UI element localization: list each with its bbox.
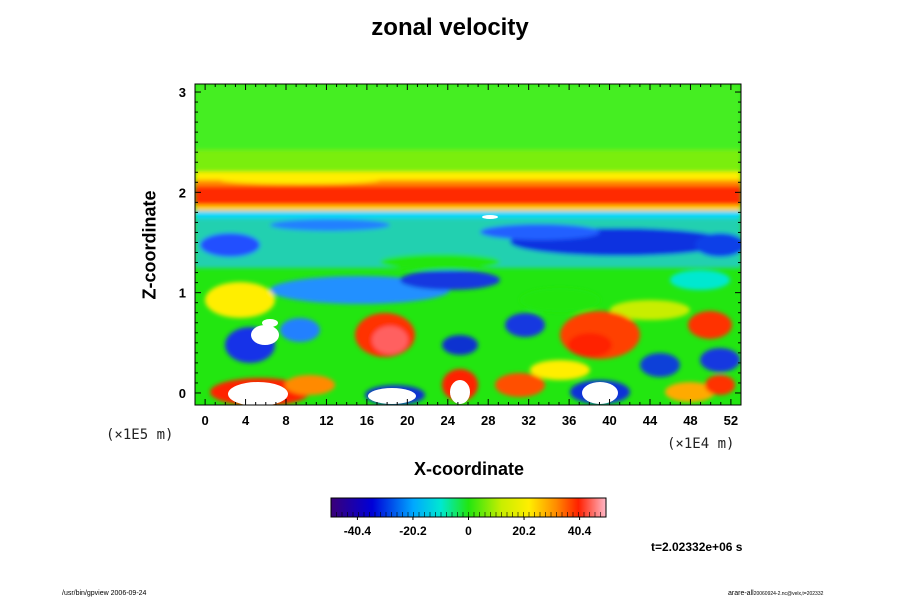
x-tick-label: 52 [724, 413, 738, 428]
heatmap-cell [205, 282, 275, 318]
heatmap-cell [705, 375, 735, 395]
heatmap-cell [530, 360, 590, 380]
heatmap-cell [195, 180, 741, 188]
x-tick-label: 8 [282, 413, 289, 428]
heatmap-cell [610, 300, 690, 320]
heatmap-cell [665, 382, 715, 402]
heatmap-missing [368, 388, 416, 404]
y-tick-label: 2 [179, 185, 186, 200]
x-axis-label: X-coordinate [413, 459, 524, 479]
time-label: t=2.02332e+06 s [651, 540, 743, 554]
x-tick-label: 16 [360, 413, 374, 428]
colorbar: -40.4 -20.2 0 20.2 40.4 [330, 497, 607, 538]
footer-right-small: 20060924-2.nc@velx,t=202332 [753, 591, 824, 597]
colorbar-tick-label: 0 [465, 524, 472, 538]
x-tick-label: 20 [400, 413, 414, 428]
footer-right-main: arare-all [728, 590, 754, 597]
x-tick-label: 0 [201, 413, 208, 428]
heatmap-cell [505, 313, 545, 337]
heatmap-cell [285, 375, 335, 395]
chart-title: zonal velocity [371, 14, 529, 41]
heatmap-cell [442, 335, 478, 355]
heatmap-cell [195, 172, 741, 182]
heatmap-cell [520, 288, 600, 312]
heatmap-cell [270, 219, 390, 231]
heatmap-cell [380, 254, 500, 270]
heatmap-cell [480, 224, 600, 240]
heatmap-cell [688, 311, 732, 339]
heatmap-cell [280, 318, 320, 342]
heatmap-cell [195, 150, 741, 172]
heatmap-field [195, 84, 741, 405]
x-scale-note: (×1E4 m) [667, 436, 735, 452]
x-tick-label: 40 [602, 413, 616, 428]
y-tick-label: 0 [179, 386, 186, 401]
heatmap-missing [251, 325, 279, 345]
heatmap-cell [195, 205, 741, 211]
colorbar-tick-label: 20.2 [512, 524, 536, 538]
heatmap-cell [195, 186, 741, 206]
x-tick-label: 48 [683, 413, 697, 428]
heatmap-missing [482, 215, 498, 219]
heatmap-missing [450, 380, 470, 404]
x-tick-label: 12 [319, 413, 333, 428]
colorbar-tick-label: -20.2 [399, 524, 427, 538]
colorbar-ticks: -40.4 -20.2 0 20.2 40.4 [336, 512, 601, 538]
heatmap-cell [400, 270, 500, 290]
x-tick-label: 4 [242, 413, 250, 428]
heatmap-cell [670, 270, 730, 290]
heatmap-cell [568, 333, 612, 357]
footer-right: arare-all20060924-2.nc@velx,t=202332 [728, 590, 823, 597]
heatmap-cell [220, 176, 380, 184]
heatmap-missing [228, 382, 288, 405]
heatmap-cell [195, 211, 741, 218]
x-tick-label: 44 [643, 413, 658, 428]
heatmap-cell [372, 326, 408, 354]
heatmap-cell [640, 353, 680, 377]
colorbar-tick-label: -40.4 [344, 524, 372, 538]
y-tick-label: 1 [179, 286, 186, 301]
y-tick-label: 3 [179, 85, 186, 100]
heatmap-cell [200, 233, 260, 257]
heatmap-cell [695, 233, 741, 257]
x-tick-label: 28 [481, 413, 495, 428]
x-tick-label: 36 [562, 413, 576, 428]
x-tick-label: 24 [441, 413, 456, 428]
z-scale-note: (×1E5 m) [106, 427, 174, 443]
heatmap-cell [495, 373, 545, 397]
footer-left: /usr/bin/gpview 2006-09-24 [62, 590, 147, 597]
colorbar-tick-label: 40.4 [568, 524, 592, 538]
heatmap-missing [262, 319, 278, 327]
heatmap-missing [582, 382, 618, 404]
heatmap-cell [700, 348, 740, 372]
x-tick-label: 32 [521, 413, 535, 428]
